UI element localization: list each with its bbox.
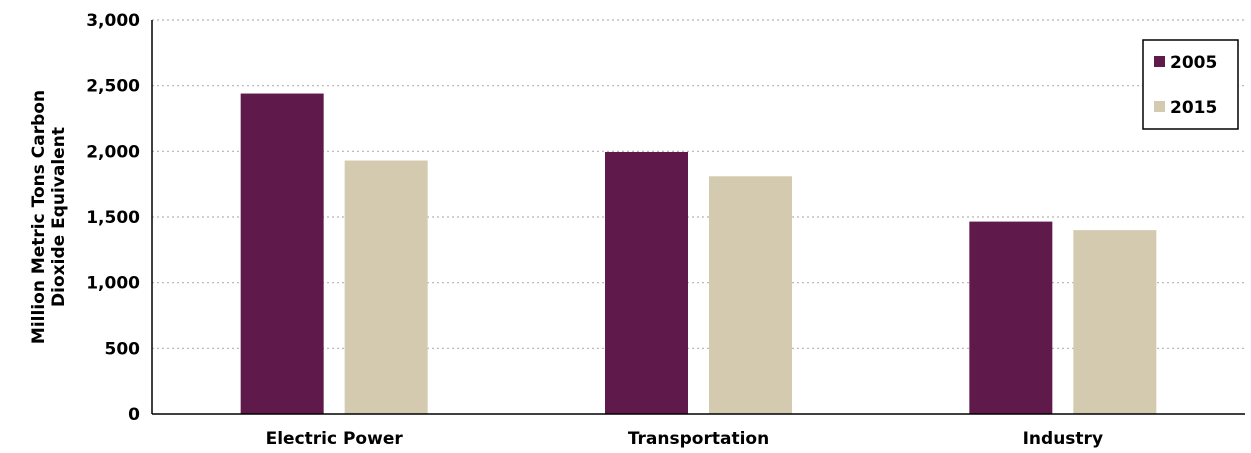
bar-2005 xyxy=(969,221,1053,414)
axes xyxy=(151,20,1245,415)
y-tick-label: 1,500 xyxy=(86,208,140,228)
y-tick-label: 2,000 xyxy=(86,142,140,162)
y-tick-label: 500 xyxy=(105,339,141,359)
legend-label: 2015 xyxy=(1170,98,1217,118)
bar-2005 xyxy=(240,93,324,415)
y-tick-label: 1,000 xyxy=(86,274,140,294)
x-tick-labels: Electric Power Transportation Industry xyxy=(266,429,1103,449)
y-axis-title-line-1: Million Metric Tons Carbon xyxy=(29,90,49,344)
y-tick-label: 3,000 xyxy=(86,11,140,31)
bar-2015 xyxy=(344,160,428,414)
y-axis-title-line-2: Dioxide Equivalent xyxy=(49,127,69,307)
x-tick-label: Electric Power xyxy=(266,429,404,449)
y-tick-label: 0 xyxy=(128,405,140,425)
x-tick-label: Transportation xyxy=(628,429,769,449)
legend: 2005 2015 xyxy=(1142,39,1239,130)
bar-2015 xyxy=(709,176,792,414)
legend-swatch-2005 xyxy=(1154,56,1165,67)
y-tick-label: 2,500 xyxy=(86,77,140,97)
bars xyxy=(240,93,1157,415)
gridlines xyxy=(152,19,1245,349)
x-tick-label: Industry xyxy=(1023,429,1103,449)
legend-box xyxy=(1142,39,1239,130)
bar-2015 xyxy=(1073,230,1157,414)
legend-label: 2005 xyxy=(1170,53,1217,73)
bar-2005 xyxy=(605,151,688,415)
legend-swatch-2015 xyxy=(1154,101,1165,112)
y-tick-labels: 0 500 1,000 1,500 2,000 2,500 3,000 xyxy=(86,11,140,425)
y-axis-title: Million Metric Tons Carbon Dioxide Equiv… xyxy=(29,90,69,344)
